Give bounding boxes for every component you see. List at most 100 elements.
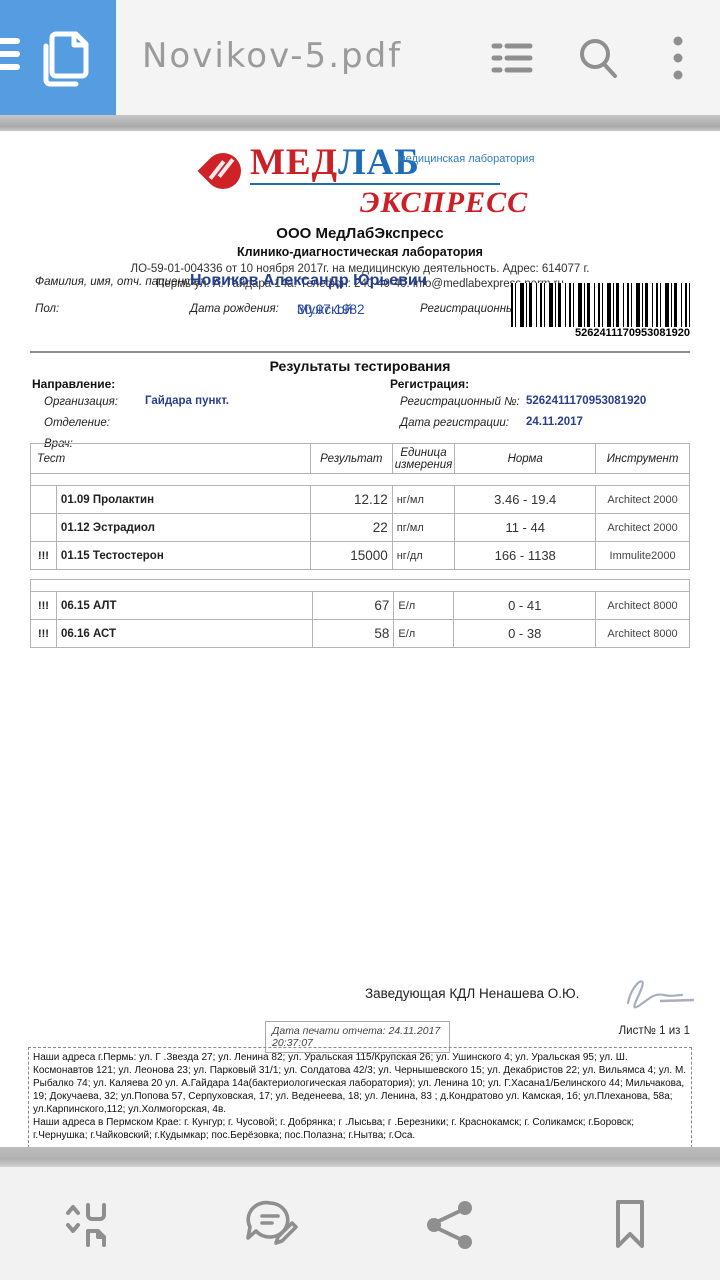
row-unit: нг/мл bbox=[391, 485, 456, 514]
col-norm: Норма bbox=[454, 443, 597, 474]
footer-addresses: Наши адреса г.Пермь: ул. Г .Звезда 27; у… bbox=[28, 1047, 692, 1148]
regno-label: Регистрационный №: bbox=[400, 396, 520, 408]
table-row: 01.12 Эстрадиол 22 пг/мл 11 - 44 Archite… bbox=[30, 513, 690, 542]
row-result: 22 bbox=[309, 513, 393, 542]
birth-value: 30.07.1982 bbox=[297, 302, 365, 317]
regdate-value: 24.11.2017 bbox=[526, 416, 583, 428]
row-result: 12.12 bbox=[309, 485, 393, 514]
outline-button[interactable] bbox=[484, 30, 540, 86]
logo-express: ЭКСПРЕСС bbox=[360, 186, 529, 219]
share-icon bbox=[427, 1201, 472, 1249]
registration-header: Регистрация: bbox=[390, 377, 470, 391]
lab-name: Клинико-диагностическая лаборатория bbox=[237, 245, 483, 259]
row-norm: 166 - 1138 bbox=[454, 541, 597, 570]
logo-med: МЕД bbox=[250, 142, 339, 183]
table-row: !!! 01.15 Тестостерон 15000 нг/дл 166 - … bbox=[30, 541, 690, 570]
scroll-mode-button[interactable] bbox=[60, 1195, 120, 1255]
license-text: ЛО-59-01-004336 от 10 ноября 2017г. на м… bbox=[0, 262, 720, 292]
row-result: 15000 bbox=[309, 541, 393, 570]
barcode-number: 5262411170953081920 bbox=[511, 327, 690, 339]
regdate-label: Дата регистрации: bbox=[400, 417, 509, 429]
col-test: Тест bbox=[30, 443, 311, 474]
section-divider bbox=[30, 351, 690, 353]
overflow-menu-icon bbox=[673, 36, 683, 80]
signature-icon bbox=[626, 980, 695, 1009]
row-flag bbox=[30, 485, 57, 514]
row-test-name: 06.15 АЛТ bbox=[55, 591, 313, 620]
row-instrument: Architect 2000 bbox=[595, 485, 690, 514]
logo-underline bbox=[250, 183, 500, 185]
patient-name: Новиков Александр Юрьевич bbox=[190, 272, 428, 289]
pdf-page[interactable]: МЕДЛАБ медицинская лаборатория ЭКСПРЕСС … bbox=[0, 131, 720, 1148]
row-unit: нг/дл bbox=[391, 541, 456, 570]
row-unit: Е/л bbox=[393, 619, 455, 648]
table-row: 01.09 Пролактин 12.12 нг/мл 3.46 - 19.4 … bbox=[30, 485, 690, 514]
spacer-row bbox=[30, 579, 690, 592]
row-flag: !!! bbox=[30, 541, 57, 570]
logo-lab: ЛАБ bbox=[338, 142, 420, 183]
signatory: Заведующая КДЛ Ненашева О.Ю. bbox=[365, 986, 580, 1001]
row-norm: 0 - 41 bbox=[453, 591, 597, 620]
row-test-name: 01.15 Тестостерон bbox=[55, 541, 311, 570]
patient-name-label: Фамилия, имя, отч. пациента: bbox=[35, 276, 203, 288]
logo-tagline: медицинская лаборатория bbox=[398, 153, 535, 165]
print-date-label: Дата печати отчета: bbox=[272, 1025, 386, 1037]
row-instrument: Architect 8000 bbox=[595, 591, 690, 620]
document-title: Novikov-5.pdf bbox=[142, 36, 403, 76]
license-line1: ЛО-59-01-004336 от 10 ноября 2017г. на м… bbox=[130, 263, 590, 275]
row-flag: !!! bbox=[30, 619, 57, 648]
sex-label: Пол: bbox=[35, 303, 60, 315]
outline-list-icon bbox=[491, 43, 533, 73]
scroll-mode-icon bbox=[66, 1203, 106, 1247]
col-unit: Единица измерения bbox=[391, 443, 456, 474]
document-pages-icon bbox=[43, 31, 89, 87]
row-instrument: Immulite2000 bbox=[595, 541, 690, 570]
barcode bbox=[511, 283, 691, 335]
org-label: Организация: bbox=[44, 396, 118, 408]
print-date-value: 24.11.2017 20:37:07 bbox=[272, 1025, 441, 1049]
row-norm: 11 - 44 bbox=[454, 513, 597, 542]
row-flag: !!! bbox=[30, 591, 57, 620]
print-date: Дата печати отчета: 24.11.2017 20:37:07 bbox=[265, 1021, 450, 1053]
row-instrument: Architect 2000 bbox=[595, 513, 690, 542]
col-instrument: Инструмент bbox=[595, 443, 690, 474]
overflow-menu-button[interactable] bbox=[650, 30, 706, 86]
share-button[interactable] bbox=[420, 1195, 480, 1255]
org-name: ООО МедЛабЭкспресс bbox=[276, 225, 444, 242]
results-table-block-1: Тест Результат Единица измерения Норма И… bbox=[30, 443, 690, 570]
annotate-button[interactable] bbox=[240, 1195, 300, 1255]
pages-button[interactable] bbox=[0, 0, 116, 115]
row-instrument: Architect 8000 bbox=[595, 619, 690, 648]
results-title: Результаты тестирования bbox=[269, 358, 451, 374]
dept-label: Отделение: bbox=[44, 417, 110, 429]
page-shadow-bottom bbox=[0, 1147, 720, 1167]
bottom-toolbar bbox=[0, 1167, 720, 1280]
hamburger-menu-icon bbox=[0, 38, 20, 77]
logo-medlab: МЕДЛАБ bbox=[250, 141, 420, 184]
row-norm: 3.46 - 19.4 bbox=[454, 485, 597, 514]
row-result: 58 bbox=[311, 619, 395, 648]
row-flag bbox=[30, 513, 57, 542]
row-test-name: 06.16 АСТ bbox=[55, 619, 313, 648]
footer-perm: Наши адреса г.Пермь: ул. Г .Звезда 27; у… bbox=[33, 1052, 687, 1115]
row-result: 67 bbox=[311, 591, 395, 620]
bookmark-button[interactable] bbox=[600, 1195, 660, 1255]
table-row: !!! 06.16 АСТ 58 Е/л 0 - 38 Architect 80… bbox=[30, 619, 690, 648]
row-norm: 0 - 38 bbox=[453, 619, 597, 648]
row-unit: пг/мл bbox=[391, 513, 456, 542]
page-shadow-top bbox=[0, 115, 720, 131]
search-button[interactable] bbox=[570, 30, 626, 86]
org-value: Гайдара пункт. bbox=[145, 395, 230, 407]
comment-annotate-icon bbox=[246, 1200, 298, 1245]
regno-value: 5262411170953081920 bbox=[526, 395, 647, 407]
sheet-number: Лист№ 1 из 1 bbox=[618, 1025, 690, 1037]
results-table-block-2: !!! 06.15 АЛТ 67 Е/л 0 - 41 Architect 80… bbox=[30, 579, 690, 648]
search-icon bbox=[580, 39, 617, 78]
top-app-bar: Novikov-5.pdf bbox=[0, 0, 720, 115]
col-result: Результат bbox=[309, 443, 393, 474]
spacer-row bbox=[30, 473, 690, 486]
footer-krai: Наши адреса в Пермском Крае: г. Кунгур; … bbox=[33, 1117, 635, 1141]
bookmark-icon bbox=[616, 1200, 644, 1248]
row-test-name: 01.12 Эстрадиол bbox=[55, 513, 311, 542]
sex-value: Мужской bbox=[297, 302, 353, 317]
